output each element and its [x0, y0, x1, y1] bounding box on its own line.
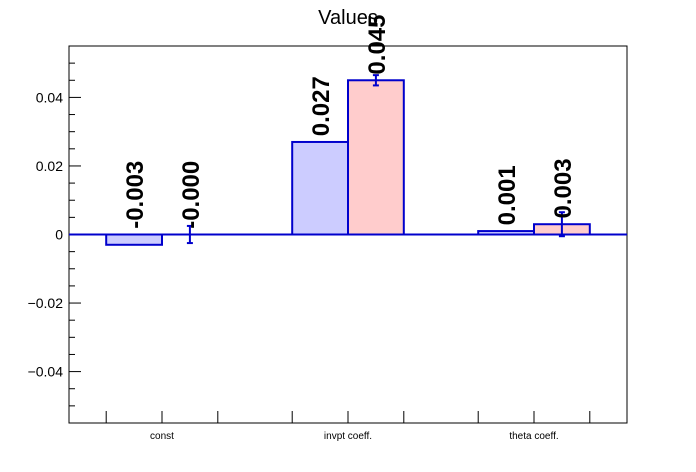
y-tick-label: −0.04	[28, 364, 64, 380]
x-tick-label: theta coeff.	[509, 431, 558, 442]
y-tick-label: 0.04	[36, 89, 63, 105]
bar	[291, 140, 350, 236]
data-label: 0.045	[364, 14, 391, 74]
bar	[347, 79, 405, 236]
bar	[105, 233, 163, 246]
data-label: 0.003	[550, 158, 577, 218]
y-tick-label: 0.02	[36, 158, 63, 174]
data-label: -0.000	[178, 161, 205, 229]
y-tick-label: −0.02	[28, 295, 64, 311]
x-tick-label: const	[150, 431, 174, 442]
data-label: -0.003	[122, 161, 149, 229]
plot-area: −0.04 −0.02 0 0.02 0.04 const invpt coeff. thet…	[28, 14, 628, 442]
data-label: 0.027	[308, 76, 335, 136]
x-tick-label: invpt coeff.	[324, 431, 372, 442]
y-tick-label: 0	[55, 227, 63, 243]
data-label: 0.001	[494, 165, 521, 225]
chart-title: Values	[318, 7, 378, 29]
